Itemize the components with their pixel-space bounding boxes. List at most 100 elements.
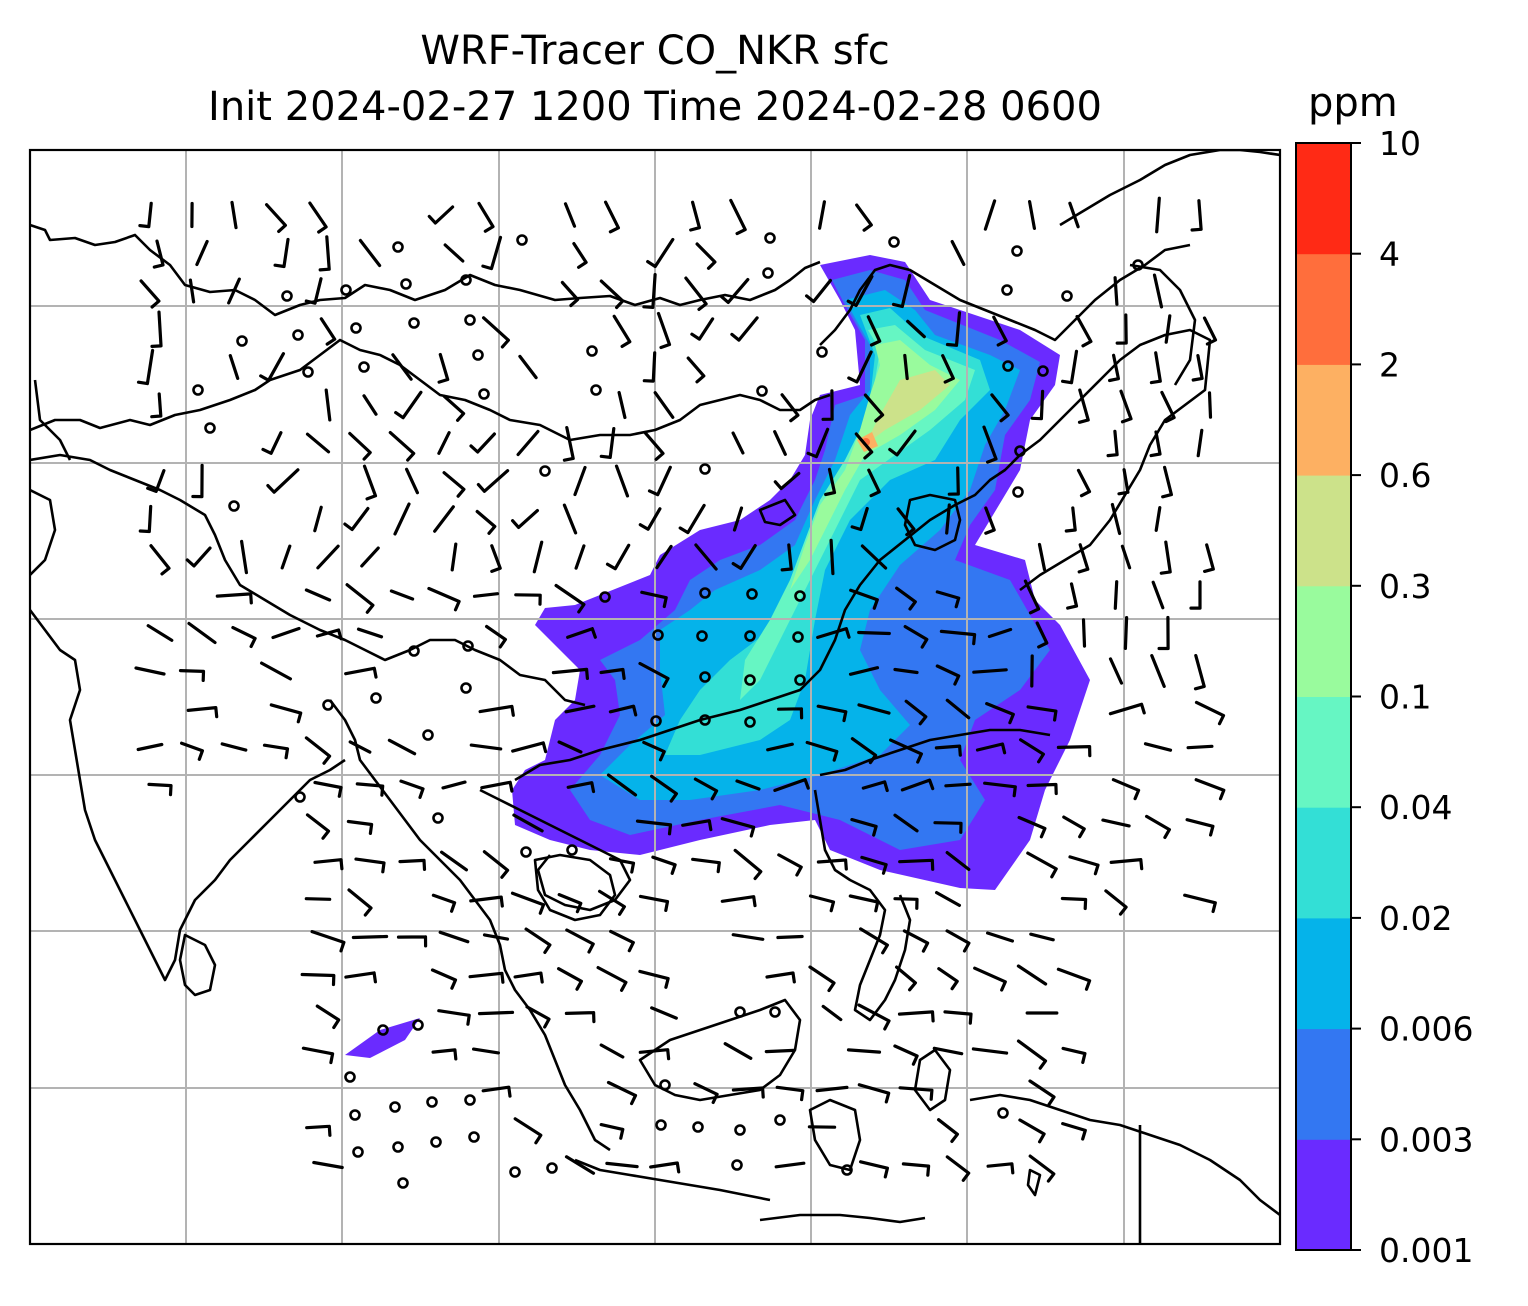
calm-wind-circle — [430, 1136, 442, 1148]
wind-barb — [525, 1005, 551, 1029]
colorbar-segment — [1296, 696, 1351, 808]
wind-barb — [259, 352, 285, 382]
calm-wind-circle — [236, 335, 248, 347]
wind-barb — [985, 702, 1015, 725]
wind-barb — [818, 200, 826, 230]
wind-barb — [1026, 851, 1058, 879]
calm-wind-circle — [392, 1141, 404, 1153]
wind-barb — [987, 627, 1013, 639]
calm-wind-circle — [659, 1079, 671, 1091]
wind-barb — [427, 205, 455, 225]
wind-barb — [1150, 654, 1166, 688]
wind-barb — [187, 621, 217, 645]
wind-barb — [651, 855, 677, 875]
wind-barb — [729, 198, 747, 236]
wind-barb — [1109, 858, 1144, 871]
wind-barb — [903, 625, 929, 649]
wind-barb — [437, 431, 451, 455]
wind-barb — [857, 1003, 891, 1031]
colorbar-segment — [1296, 143, 1351, 255]
wind-barb — [849, 588, 879, 610]
wind-barb — [1117, 468, 1130, 496]
calm-wind-circle — [408, 645, 420, 657]
wind-barb — [345, 583, 375, 614]
wind-barb — [573, 465, 587, 497]
wind-barb — [816, 858, 848, 871]
calm-wind-circle — [204, 422, 216, 434]
colorbar-tick-label: 0.04 — [1379, 788, 1452, 827]
colorbar-segment — [1296, 807, 1351, 919]
wind-barb — [1143, 742, 1173, 752]
wind-barb — [612, 314, 632, 348]
calm-wind-circle — [340, 284, 352, 296]
wind-barb — [605, 543, 631, 571]
wind-barb — [821, 1004, 843, 1022]
wind-barb — [560, 280, 580, 308]
wind-barb — [617, 390, 627, 420]
wind-barb — [850, 737, 878, 765]
wind-barb — [476, 469, 510, 493]
colorbar-tick-label: 2 — [1379, 345, 1400, 384]
wind-barb — [511, 509, 539, 529]
wind-barb — [391, 353, 413, 381]
wind-barb — [693, 1082, 719, 1104]
wind-barb — [231, 626, 257, 649]
wind-barb — [195, 239, 209, 267]
calm-wind-circle — [841, 1164, 853, 1176]
wind-barb — [983, 781, 1017, 798]
wind-barb — [304, 736, 332, 765]
wind-barb — [1077, 388, 1090, 424]
wind-barb — [846, 274, 874, 308]
wind-barb — [146, 624, 174, 642]
wind-barb — [649, 1161, 681, 1174]
map-frame — [28, 148, 1282, 1246]
wind-barb — [808, 894, 836, 913]
wind-barb — [399, 779, 425, 799]
wind-barb — [138, 504, 153, 534]
wind-barb — [230, 200, 238, 230]
wind-barb — [848, 666, 880, 676]
calm-wind-circle — [292, 329, 304, 341]
wind-barb — [614, 464, 630, 498]
wind-barb — [440, 850, 468, 872]
wind-barb — [510, 891, 546, 915]
calm-wind-circle — [1061, 290, 1073, 302]
wind-barb — [733, 848, 763, 881]
calm-wind-circle — [408, 317, 420, 329]
wind-barb — [943, 1010, 973, 1025]
wind-barb — [598, 889, 626, 916]
calm-wind-circle — [586, 345, 598, 357]
wind-barb — [650, 774, 678, 803]
wind-barb — [343, 506, 370, 532]
wind-barb — [266, 468, 300, 494]
wind-barb — [945, 929, 971, 953]
colorbar-segment — [1296, 1139, 1351, 1251]
wind-barb — [228, 354, 240, 380]
calm-wind-circle — [731, 1159, 743, 1171]
wind-barb — [438, 930, 470, 944]
calm-wind-circle — [1037, 365, 1049, 377]
colorbar-tick-label: 0.02 — [1379, 899, 1452, 938]
wind-barb — [442, 394, 466, 422]
wind-barb — [1120, 544, 1132, 570]
wind-barb — [897, 1010, 935, 1023]
calm-wind-circle — [764, 232, 776, 244]
wind-barb — [262, 743, 290, 760]
wind-barb — [304, 277, 323, 305]
calm-wind-circle — [322, 699, 334, 711]
wind-barb — [396, 935, 428, 948]
wind-barb — [599, 1123, 625, 1140]
map-area — [30, 150, 1280, 1244]
wind-barb — [566, 627, 597, 639]
wind-barb — [678, 503, 706, 535]
wind-barb — [638, 661, 670, 688]
wind-barb — [481, 1085, 512, 1098]
wind-barb — [1061, 1046, 1087, 1064]
wind-barb — [312, 1160, 344, 1170]
wind-barb — [260, 661, 292, 681]
wind-barb — [280, 544, 292, 570]
wind-barb — [313, 780, 343, 798]
wind-barb — [524, 927, 552, 954]
wind-barb — [138, 201, 153, 229]
colorbar-segment — [1296, 475, 1351, 587]
